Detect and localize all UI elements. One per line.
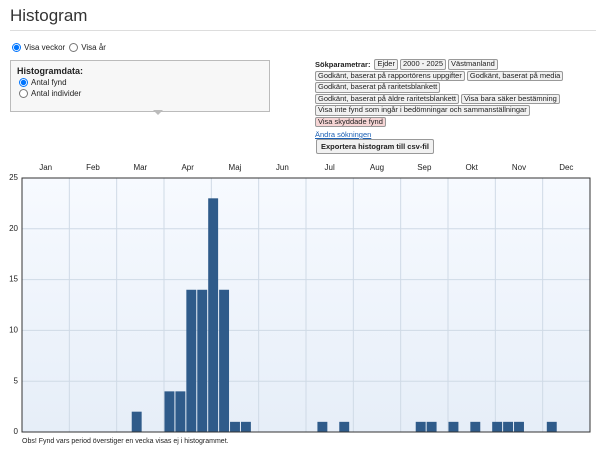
radio-label[interactable]: Visa år (81, 43, 106, 52)
y-tick-label: 25 (9, 173, 18, 182)
y-tick-label: 0 (14, 427, 19, 435)
box-pointer (153, 110, 163, 115)
bar (208, 198, 219, 432)
radio-button[interactable] (12, 43, 21, 52)
tag-row: Godkänt, baserat på raritetsblankett (315, 82, 595, 93)
bar (186, 289, 197, 432)
chart: Jan Feb Mar Apr Maj Jun Jul Aug Sep Okt Nov Dec 0 5 10… (9, 163, 591, 435)
plot-border (21, 177, 591, 433)
radio-option[interactable]: Visa veckor (12, 43, 65, 52)
bar (240, 421, 251, 432)
radio-button[interactable] (19, 89, 28, 98)
divider (10, 30, 596, 31)
search-parameters: Sökparametrar: Ejder 2000 - 2025 Västmanlan… (315, 59, 595, 139)
month-label: Aug (370, 163, 384, 172)
radio-option[interactable]: Antal individer (19, 89, 269, 98)
tag[interactable]: Visa inte fynd som ingår i bedömningar o… (315, 105, 530, 116)
bar (339, 421, 350, 432)
tag[interactable]: Godkänt, baserat på raritetsblankett (315, 82, 441, 93)
bar (415, 421, 426, 432)
y-tick-label: 20 (9, 224, 18, 233)
bar (317, 421, 328, 432)
tag-row: Visa inte fynd som ingår i bedömningar o… (315, 105, 595, 116)
month-label: Feb (86, 163, 100, 172)
month-label: Apr (181, 163, 194, 172)
bar (230, 421, 240, 432)
tag-row: Godkänt, baserat på äldre raritetsblanke… (315, 93, 595, 104)
bar (164, 391, 175, 432)
bar (503, 421, 514, 432)
period-options: Visa veckor Visa år (12, 39, 110, 57)
tag-row: Visa skyddade fynd (315, 116, 595, 127)
tag[interactable]: Västmanland (448, 59, 498, 70)
month-label: Nov (512, 163, 526, 172)
tag[interactable]: Visa skyddade fynd (315, 116, 386, 127)
bar (197, 289, 208, 432)
month-label: Jan (39, 163, 52, 172)
month-label: Maj (229, 163, 242, 172)
radio-label[interactable]: Visa veckor (24, 43, 66, 52)
tag-row: Godkänt, baserat på rapportörens uppgift… (315, 70, 595, 81)
y-tick-label: 15 (9, 275, 18, 284)
edit-link[interactable]: Ändra sökningen (315, 130, 372, 139)
bar (426, 421, 437, 432)
radio-button[interactable] (19, 78, 28, 87)
bar (470, 421, 481, 432)
tag[interactable]: 2000 - 2025 (399, 59, 447, 70)
footnote: Obs! Fynd vars period överstiger en veck… (22, 438, 229, 445)
month-label: Mar (133, 163, 147, 172)
bar (175, 391, 186, 432)
tag[interactable]: Godkänt, baserat på äldre raritetsblanke… (315, 93, 459, 104)
tag[interactable]: Ejder (374, 59, 398, 70)
month-label: Dec (559, 163, 573, 172)
bar (131, 411, 142, 432)
bar (514, 421, 524, 432)
export-button[interactable]: Exportera histogram till csv-fil (316, 139, 434, 154)
page-title: Histogram (10, 6, 88, 25)
bar (448, 421, 459, 432)
radio-option[interactable]: Antal fynd (19, 78, 269, 87)
bar (492, 421, 503, 432)
histogram-data-box: Histogramdata: Antal fynd Antal individer (10, 60, 270, 112)
params-label: Sökparametrar: (315, 59, 371, 69)
radio-option[interactable]: Visa år (69, 43, 106, 52)
bar (546, 421, 557, 432)
month-label: Jun (276, 163, 289, 172)
radio-button[interactable] (69, 43, 79, 52)
tag[interactable]: Godkänt, baserat på rapportörens uppgift… (315, 70, 465, 81)
radio-label[interactable]: Antal fynd (31, 78, 67, 87)
month-label: Okt (465, 163, 478, 172)
y-tick-label: 5 (14, 376, 19, 385)
tag[interactable]: Visa bara säker bestämning (461, 93, 560, 104)
radio-label[interactable]: Antal individer (31, 89, 82, 98)
bar (219, 289, 230, 432)
month-label: Jul (325, 163, 335, 172)
tag[interactable]: Godkänt, baserat på media (466, 70, 564, 81)
month-label: Sep (417, 163, 432, 172)
box-title: Histogramdata: (17, 66, 84, 76)
y-tick-label: 10 (9, 326, 18, 335)
tag-row: Sökparametrar: Ejder 2000 - 2025 Västmanlan… (315, 59, 595, 70)
